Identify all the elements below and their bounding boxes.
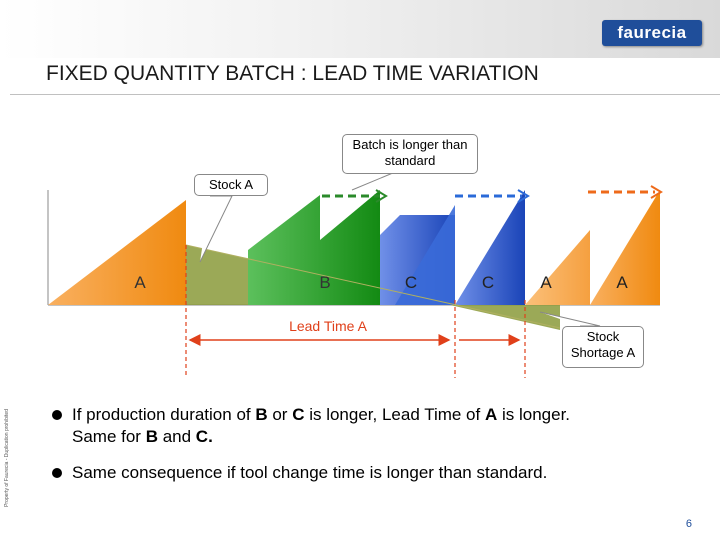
label-a-1: A — [134, 273, 146, 292]
triangle-a-1 — [48, 200, 186, 305]
depletion-line — [185, 244, 561, 329]
faurecia-logo: faurecia — [602, 20, 702, 46]
callout-batch: Batch is longer than standard — [342, 134, 478, 174]
batch-diagram: A B C C A A Lead Time A — [47, 169, 663, 378]
dash-arrowhead-blue — [517, 189, 530, 203]
label-c-1: C — [405, 273, 417, 292]
header-bar — [0, 0, 720, 58]
bullet-dot — [52, 410, 62, 420]
triangle-c-3 — [455, 190, 525, 305]
bullet-1: If production duration of B or C is long… — [50, 404, 690, 448]
dash-arrowhead-orange — [650, 185, 663, 199]
sidebar-strip — [0, 92, 10, 540]
lead-time-label: Lead Time A — [289, 318, 367, 334]
title-divider — [0, 94, 720, 95]
page-title: FIXED QUANTITY BATCH : LEAD TIME VARIATI… — [46, 62, 539, 85]
label-b: B — [319, 273, 330, 292]
label-c-2: C — [482, 273, 494, 292]
bullet-2: Same consequence if tool change time is … — [50, 462, 690, 484]
triangle-a-3 — [590, 190, 660, 305]
triangle-b — [248, 190, 380, 305]
label-a-3: A — [616, 273, 628, 292]
bullet-dot — [52, 468, 62, 478]
triangle-c-2 — [395, 205, 455, 305]
dash-arrowhead-green — [375, 189, 388, 203]
page-number: 6 — [685, 518, 692, 530]
label-a-2: A — [540, 273, 552, 292]
bullet-list: If production duration of B or C is long… — [50, 404, 690, 494]
stock-a-pointer — [199, 195, 233, 263]
callout-stock-shortage: Stock Shortage A — [562, 326, 644, 368]
callout-stock-a: Stock A — [194, 174, 268, 196]
triangle-a-2 — [525, 230, 590, 305]
